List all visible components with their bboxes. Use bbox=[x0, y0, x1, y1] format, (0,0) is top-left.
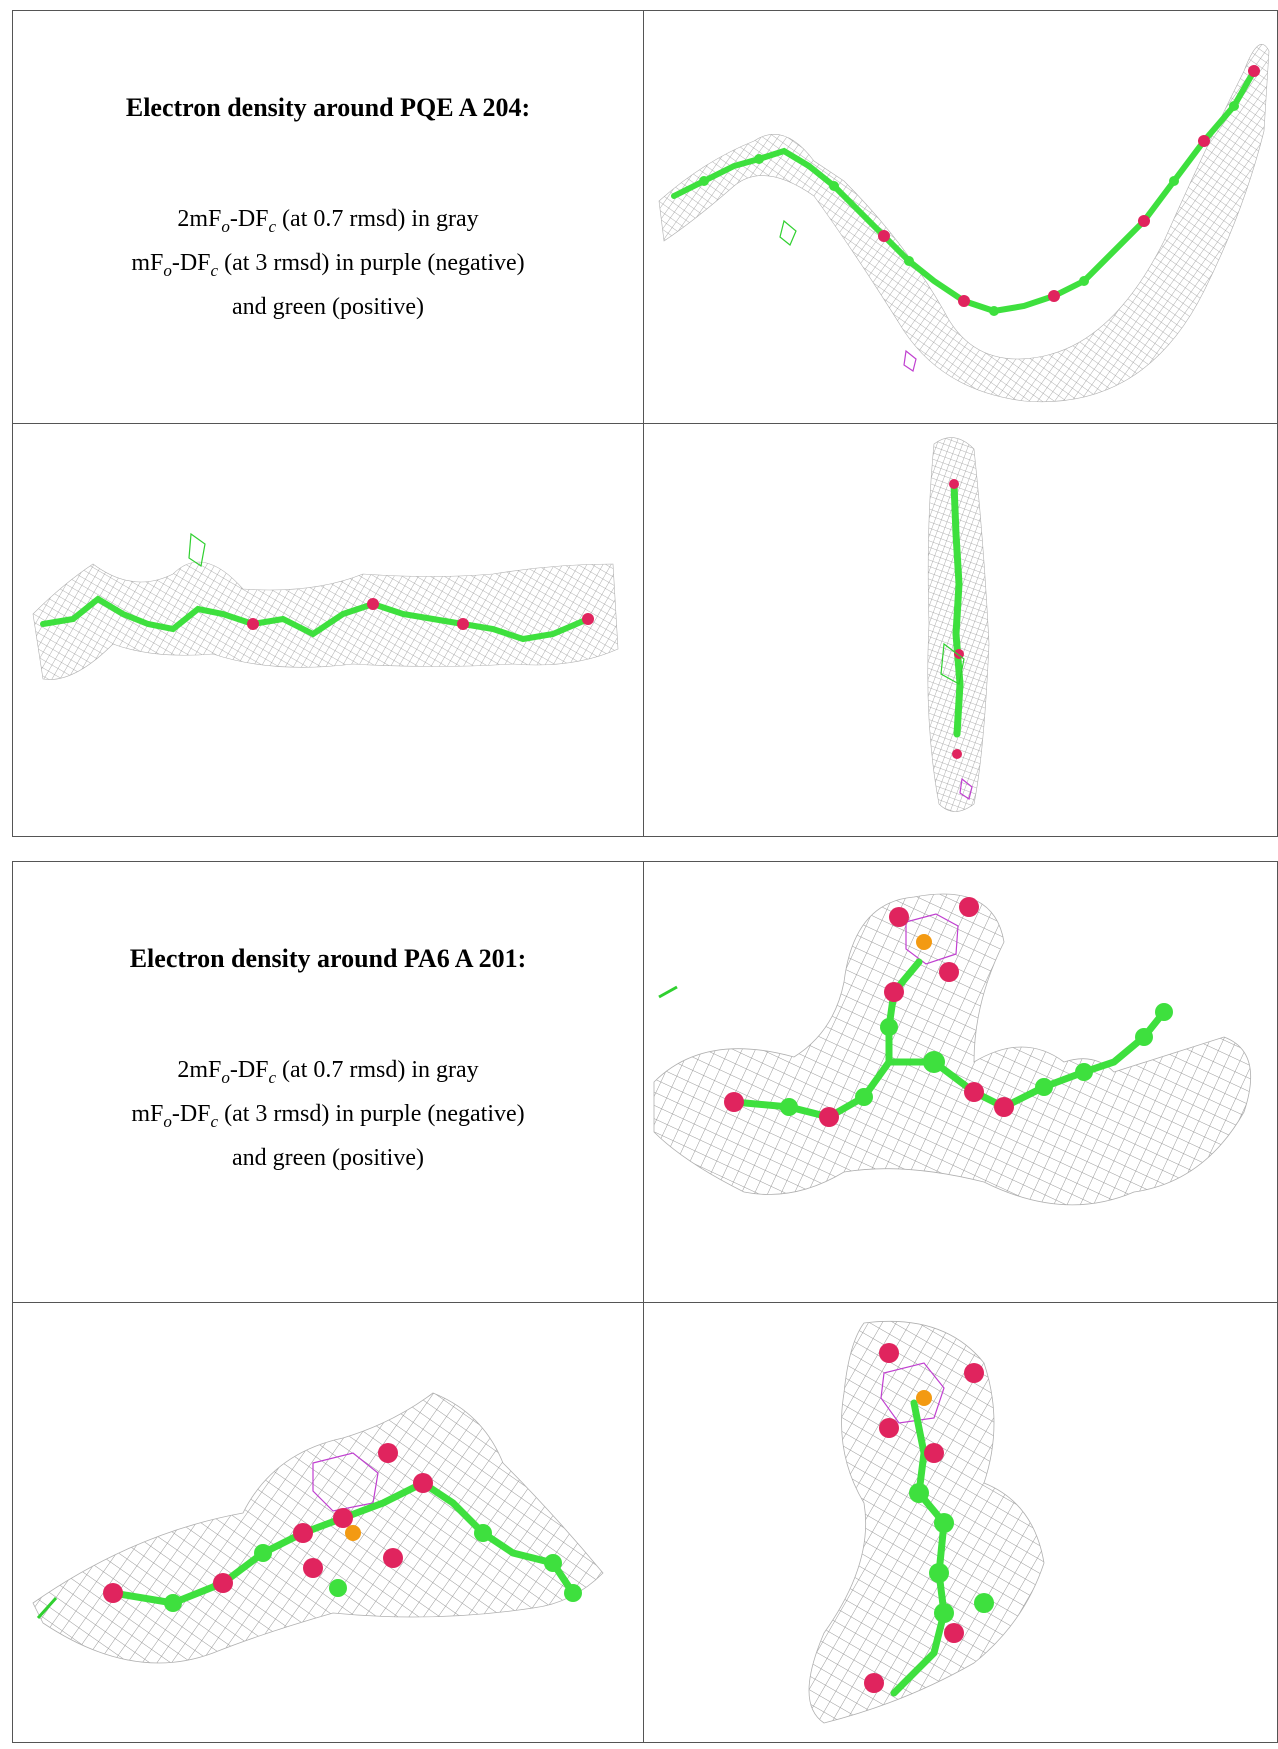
pa6-legend-line-3: and green (positive) bbox=[232, 1144, 424, 1171]
pa6-density-render-1 bbox=[653, 893, 1251, 1206]
pqe-legend-line-3: and green (positive) bbox=[232, 293, 424, 320]
pqe-view-2 bbox=[13, 424, 643, 836]
pqe-legend-line-2: mFo-DFc (at 3 rmsd) in purple (negative) bbox=[131, 249, 525, 280]
pqe-legend-line-1: 2mFo-DFc (at 0.7 rmsd) in gray bbox=[177, 206, 479, 236]
pa6-figure-block: Electron density around PA6 A 201: 2mFo-… bbox=[12, 861, 1278, 1743]
pqe-density-render-1 bbox=[658, 44, 1270, 403]
pa6-caption-cell: Electron density around PA6 A 201: 2mFo-… bbox=[13, 862, 643, 1302]
pa6-view-3 bbox=[644, 1303, 1277, 1742]
pa6-view-2 bbox=[13, 1303, 643, 1742]
pqe-view-1 bbox=[644, 11, 1277, 423]
pqe-density-render-3 bbox=[927, 437, 990, 812]
pa6-legend: 2mFo-DFc (at 0.7 rmsd) in gray mFo-DFc (… bbox=[13, 1052, 643, 1176]
pa6-legend-line-2: mFo-DFc (at 3 rmsd) in purple (negative) bbox=[131, 1100, 525, 1131]
pqe-figure-block: Electron density around PQE A 204: 2mFo-… bbox=[12, 10, 1278, 837]
pa6-density-render-3 bbox=[808, 1320, 1045, 1724]
pa6-title: Electron density around PA6 A 201: bbox=[129, 944, 527, 973]
pqe-density-render-2 bbox=[32, 532, 619, 680]
pqe-caption-cell: Electron density around PQE A 204: 2mFo-… bbox=[13, 11, 643, 423]
pa6-density-render-2 bbox=[32, 1392, 604, 1664]
pqe-title: Electron density around PQE A 204: bbox=[125, 93, 531, 122]
pqe-view-3 bbox=[644, 424, 1277, 836]
pa6-legend-line-1: 2mFo-DFc (at 0.7 rmsd) in gray bbox=[177, 1057, 479, 1087]
pqe-legend: 2mFo-DFc (at 0.7 rmsd) in gray mFo-DFc (… bbox=[13, 201, 643, 325]
pa6-view-1 bbox=[644, 862, 1277, 1302]
